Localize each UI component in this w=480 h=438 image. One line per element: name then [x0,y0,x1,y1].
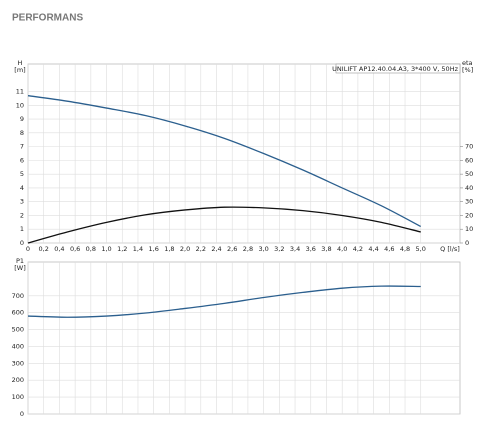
x-tick-label: 1,2 [117,245,127,253]
x-tick-label: 4,2 [353,245,363,253]
y-tick-label: 3 [20,198,24,206]
x-tick-label: 0,2 [39,245,49,253]
annotation: UNILIFT AP12.40.04.A3, 3*400 V, 50Hz [332,65,458,73]
y2-tick-label: 60 [465,156,473,164]
y-tick-label: 200 [12,376,24,384]
y2-axis-label: eta [462,59,473,67]
y-axis-label: P1 [16,257,24,265]
y2-tick-label: 0 [465,239,469,247]
x-tick-label: 4,0 [337,245,347,253]
x-tick-label: 1,6 [149,245,159,253]
x-tick-label: 2,4 [211,245,221,253]
y2-axis-unit: [%] [462,66,473,74]
data-line [27,95,422,228]
y2-tick-label: 30 [465,198,473,206]
y-axis-label: H [18,59,23,67]
x-tick-label: 2,6 [227,245,237,253]
x-tick-label: 4,4 [368,245,378,253]
y-tick-label: 0 [20,239,24,247]
y-tick-label: 0 [20,410,24,418]
y-tick-label: 10 [16,101,24,109]
x-tick-label: 0,8 [86,245,96,253]
x-tick-label: 0,4 [54,245,64,253]
x-tick-label: 1,4 [133,245,143,253]
y-tick-label: 400 [12,342,24,350]
x-tick-label: 3,4 [290,245,300,253]
x-tick-label: 3,6 [306,245,316,253]
x-tick-label: 4,6 [384,245,394,253]
x-tick-label: 0 [26,245,30,253]
y2-tick-label: 20 [465,211,473,219]
data-line [27,206,421,244]
y2-tick-label: 50 [465,170,473,178]
y2-tick-label: 40 [465,184,473,192]
y-tick-label: 7 [20,143,24,151]
y-tick-label: 600 [12,309,24,317]
x-tick-label: 5,0 [416,245,426,253]
x-tick-label: 2,8 [243,245,253,253]
plot-frame [27,261,461,415]
annotation-box [335,63,461,74]
x-tick-label: 2,0 [180,245,190,253]
data-line [27,285,421,318]
y-axis-unit: [m] [14,66,25,74]
y-tick-label: 6 [20,156,24,164]
y-tick-label: 2 [20,211,24,219]
y-tick-label: 500 [12,326,24,334]
y-tick-label: 700 [12,292,24,300]
y-tick-label: 100 [12,393,24,401]
y-tick-label: 8 [20,129,24,137]
plot-frame [27,63,461,244]
y2-tick-label: 70 [465,143,473,151]
y-tick-label: 300 [12,359,24,367]
x-tick-label: 4,8 [400,245,410,253]
x-tick-label: 1,8 [164,245,174,253]
page-title: PERFORMANS [12,13,83,24]
x-tick-label: 0,6 [70,245,80,253]
y-tick-label: 11 [16,88,24,96]
y2-tick-label: 10 [465,225,473,233]
x-axis-label: Q [l/s] [440,245,460,253]
x-tick-label: 1,0 [101,245,111,253]
y-tick-label: 5 [20,170,24,178]
x-tick-label: 3,2 [274,245,284,253]
x-tick-label: 3,8 [321,245,331,253]
y-tick-label: 4 [20,184,24,192]
x-tick-label: 3,0 [258,245,268,253]
y-tick-label: 1 [20,225,24,233]
y-axis-unit: [W] [14,264,26,272]
x-tick-label: 2,2 [196,245,206,253]
y-tick-label: 9 [20,115,24,123]
